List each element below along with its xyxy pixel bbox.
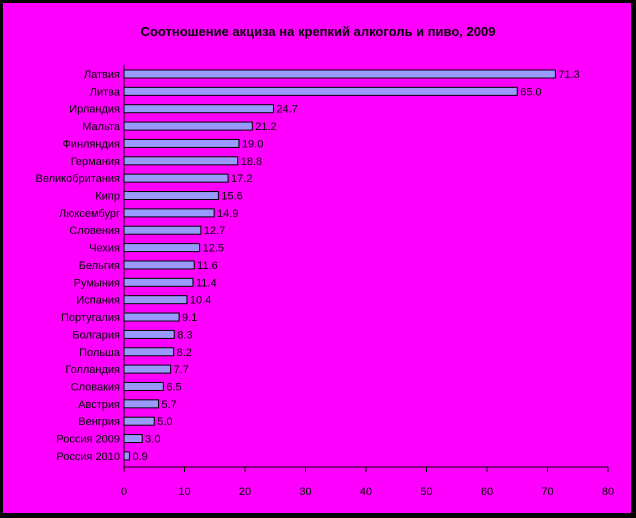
category-label: Чехия xyxy=(89,243,120,255)
bar-13 xyxy=(123,277,194,287)
value-label: 14.9 xyxy=(217,208,238,220)
x-tick-label: 20 xyxy=(239,486,251,498)
value-label: 5.7 xyxy=(161,399,176,411)
x-tick-label: 0 xyxy=(121,486,127,498)
value-label: 21.2 xyxy=(255,121,276,133)
bar-15 xyxy=(123,312,180,322)
category-label: Ирландия xyxy=(69,104,120,116)
bar-12 xyxy=(123,260,195,270)
bar-3 xyxy=(123,104,274,114)
category-label: Болгария xyxy=(72,329,120,341)
category-label: Испания xyxy=(76,295,120,307)
category-label: Австрия xyxy=(78,399,120,411)
value-label: 19.0 xyxy=(242,138,263,150)
value-label: 3.0 xyxy=(145,434,160,446)
category-label: Румыния xyxy=(74,277,120,289)
value-label: 11.4 xyxy=(196,277,217,289)
value-label: 6.5 xyxy=(166,381,181,393)
x-tick-label: 30 xyxy=(299,486,311,498)
bar-9 xyxy=(123,208,215,218)
value-label: 8.2 xyxy=(177,347,192,359)
value-label: 18.8 xyxy=(241,156,262,168)
category-label: Голландия xyxy=(65,364,120,376)
category-label: Кипр xyxy=(95,191,120,203)
value-label: 9.1 xyxy=(182,312,197,324)
value-label: 8.3 xyxy=(177,329,192,341)
bar-5 xyxy=(123,138,240,148)
category-label: Финляндия xyxy=(62,138,120,150)
x-tick-label: 60 xyxy=(481,486,493,498)
value-label: 15.6 xyxy=(221,191,242,203)
bar-7 xyxy=(123,173,229,183)
x-tick-label: 10 xyxy=(178,486,190,498)
value-label: 11.6 xyxy=(197,260,218,272)
chart-title: Соотношение акциза на крепкий алкоголь и… xyxy=(140,24,496,39)
category-label: Мальта xyxy=(82,121,121,133)
category-label: Венгрия xyxy=(78,416,120,428)
bar-6 xyxy=(123,156,239,166)
value-label: 0.9 xyxy=(132,451,147,463)
bar-19 xyxy=(123,381,164,391)
category-label: Литва xyxy=(90,86,121,98)
value-label: 65.0 xyxy=(520,86,541,98)
bar-18 xyxy=(123,364,172,374)
bar-4 xyxy=(123,121,253,131)
x-tick-label: 70 xyxy=(541,486,553,498)
bar-17 xyxy=(123,347,175,357)
category-label: Словения xyxy=(69,225,120,237)
bar-10 xyxy=(123,225,202,235)
value-label: 12.7 xyxy=(204,225,225,237)
value-label: 10.4 xyxy=(190,295,211,307)
bar-8 xyxy=(123,191,219,201)
category-label: Россия 2009 xyxy=(56,434,120,446)
bar-2 xyxy=(123,86,518,96)
value-label: 7.7 xyxy=(174,364,189,376)
category-label: Словакия xyxy=(71,381,120,393)
x-tick-label: 40 xyxy=(360,486,372,498)
value-label: 71.3 xyxy=(558,69,579,81)
value-label: 12.5 xyxy=(203,243,224,255)
x-tick-label: 80 xyxy=(602,486,614,498)
category-label: Польша xyxy=(79,347,121,359)
bar-1 xyxy=(123,69,556,79)
category-label: Германия xyxy=(71,156,120,168)
category-label: Бельгия xyxy=(79,260,120,272)
category-label: Россия 2010 xyxy=(56,451,120,463)
category-label: Португалия xyxy=(61,312,120,324)
bar-16 xyxy=(123,329,175,339)
bar-14 xyxy=(123,295,188,305)
x-tick-label: 50 xyxy=(420,486,432,498)
bar-22 xyxy=(123,434,143,444)
category-label: Латвия xyxy=(84,69,120,81)
bar-23 xyxy=(123,451,130,461)
category-label: Великобритания xyxy=(36,173,121,185)
bar-11 xyxy=(123,243,201,253)
value-label: 17.2 xyxy=(231,173,252,185)
bar-21 xyxy=(123,416,155,426)
category-label: Люксембург xyxy=(59,208,120,220)
value-label: 5.0 xyxy=(157,416,172,428)
value-label: 24.7 xyxy=(276,104,297,116)
bar-20 xyxy=(123,399,159,409)
